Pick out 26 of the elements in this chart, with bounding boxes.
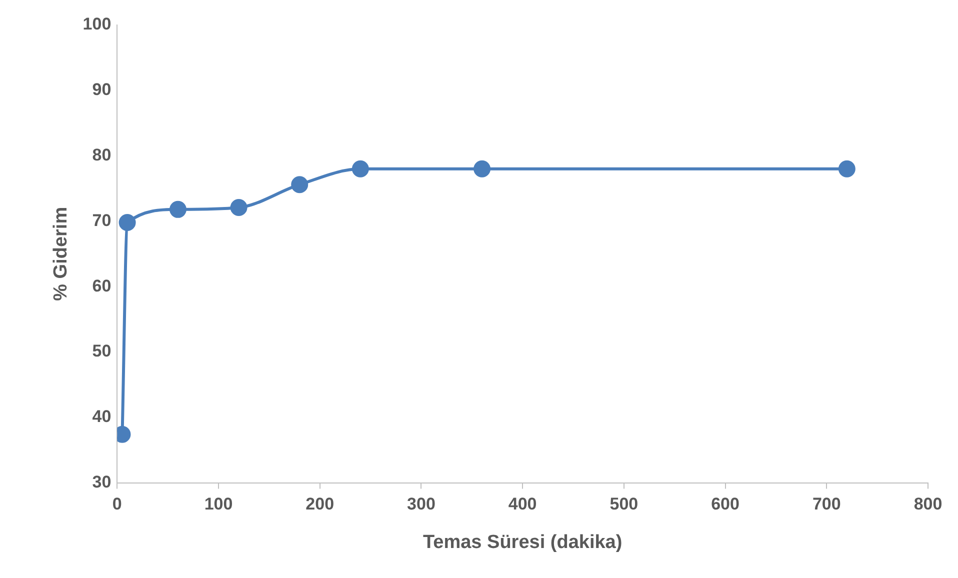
y-tick-label: 50 (92, 342, 112, 361)
x-tick-label: 200 (306, 494, 334, 514)
x-tick-label: 500 (610, 494, 638, 514)
y-tick-label: 100 (82, 14, 112, 34)
y-axis-title: % Giderim (50, 206, 72, 301)
point (169, 200, 186, 218)
point (352, 160, 369, 178)
x-tick-label: 300 (407, 494, 436, 514)
y-tick-label: 40 (92, 407, 112, 426)
x-tick-label: 600 (711, 494, 740, 514)
point (838, 160, 856, 178)
point (474, 160, 491, 178)
x-tick-label: 400 (508, 494, 537, 514)
y-tick-label: 80 (92, 145, 112, 164)
y-tick-label: 30 (92, 472, 112, 492)
x-axis-title: Temas Süresi (dakika) (422, 532, 622, 553)
y-tick-label: 90 (92, 80, 112, 100)
x-tick-label: 100 (204, 494, 233, 514)
x-tick-label: 700 (812, 494, 841, 514)
x-tick-label: 800 (914, 494, 942, 514)
point (291, 176, 308, 194)
y-tick-label: 60 (92, 276, 112, 296)
y-tick-label: 70 (92, 210, 112, 230)
point (118, 214, 136, 232)
x-tick-label: 0 (112, 494, 122, 514)
point (230, 198, 248, 216)
